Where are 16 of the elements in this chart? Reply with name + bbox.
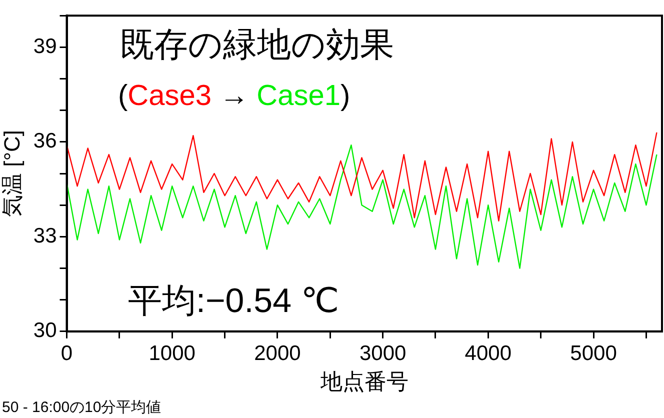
x-tick-label: 4000: [464, 342, 512, 365]
x-tick-label: 1000: [148, 342, 196, 365]
x-tick-label: 3000: [359, 342, 406, 365]
x-tick-label: 5000: [570, 342, 617, 365]
text: (Case3 → Case1): [118, 80, 350, 112]
annotation: 平均:−0.54 ℃: [128, 281, 340, 322]
y-tick-label: 30: [33, 319, 57, 342]
y-axis-title: 気温 [°C]: [0, 130, 24, 218]
x-tick-label: 0: [60, 342, 73, 365]
x-axis-title: 地点番号: [319, 368, 408, 394]
y-tick-label: 39: [33, 34, 57, 58]
x-tick-label: 2000: [254, 342, 301, 365]
chart-title: 既存の緑地の効果: [120, 25, 394, 66]
y-tick-label: 33: [33, 224, 57, 248]
y-tick-label: 36: [33, 130, 57, 153]
text: 50 - 16:00の10分平均値: [2, 398, 162, 417]
